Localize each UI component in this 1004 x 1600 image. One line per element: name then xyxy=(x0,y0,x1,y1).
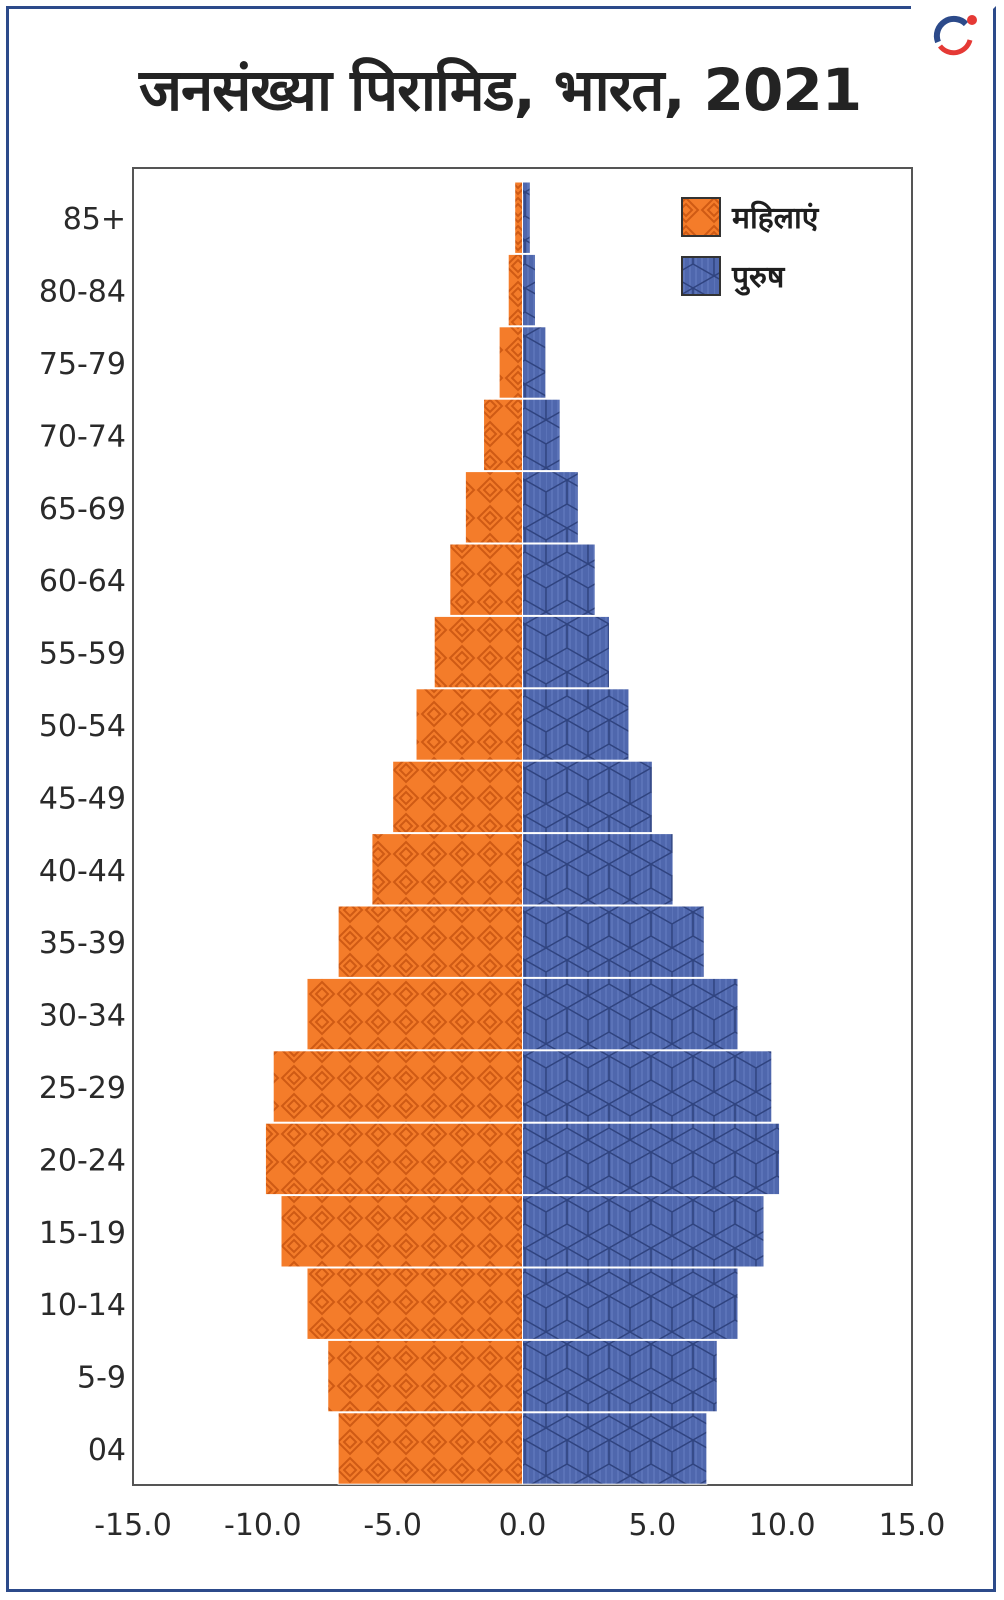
bars-group xyxy=(264,181,781,1485)
bar-male-50-54 xyxy=(522,688,630,761)
bar-female-5-9 xyxy=(327,1339,523,1413)
bar-female-85+ xyxy=(514,181,524,254)
legend-swatch-female xyxy=(681,197,721,237)
y-tick-label: 65-69 xyxy=(39,492,126,527)
bar-female-65-69 xyxy=(464,471,523,544)
bar-male-35-39 xyxy=(522,905,705,978)
bar-male-25-29 xyxy=(522,1050,773,1123)
y-tick-label: 15-19 xyxy=(39,1216,126,1251)
bar-female-75-79 xyxy=(498,326,524,399)
y-tick-label: 35-39 xyxy=(39,926,126,961)
y-tick-label: 10-14 xyxy=(39,1288,126,1323)
bar-female-55-59 xyxy=(433,615,524,689)
bar-male-40-44 xyxy=(522,833,674,906)
bar-male-60-64 xyxy=(522,543,596,616)
x-tick-label: 15.0 xyxy=(879,1508,946,1543)
bar-female-40-44 xyxy=(371,833,524,906)
legend-swatch-male xyxy=(681,256,721,296)
x-axis-labels: -15.0 -10.0 -5.0 0.0 5.0 10.0 15.0 xyxy=(94,1508,945,1543)
y-tick-label: 40-44 xyxy=(39,854,126,889)
x-tick-label: -15.0 xyxy=(94,1508,172,1543)
bar-male-5-9 xyxy=(522,1339,718,1413)
legend-label-male: पुरुष xyxy=(731,260,786,296)
bar-female-04 xyxy=(337,1412,523,1485)
bar-female-80-84 xyxy=(507,253,523,327)
bar-female-25-29 xyxy=(272,1050,523,1123)
bar-female-30-34 xyxy=(306,977,523,1051)
bar-male-30-34 xyxy=(522,977,739,1051)
y-tick-label: 04 xyxy=(88,1433,126,1468)
bar-male-65-69 xyxy=(522,471,579,544)
bar-male-80-84 xyxy=(522,253,536,327)
y-tick-label: 30-34 xyxy=(39,999,126,1034)
legend-label-female: महिलाएं xyxy=(731,200,820,236)
x-tick-label: -10.0 xyxy=(224,1508,302,1543)
y-tick-label: 85+ xyxy=(63,202,126,237)
bar-male-55-59 xyxy=(522,615,610,689)
y-axis-labels: 04 5-9 10-14 15-19 20-24 25-29 30-34 35-39 40-44… xyxy=(39,202,126,1468)
x-tick-label: 10.0 xyxy=(749,1508,816,1543)
bar-male-10-14 xyxy=(522,1267,739,1340)
bar-female-60-64 xyxy=(449,543,523,616)
y-tick-label: 5-9 xyxy=(77,1361,126,1396)
brand-logo-icon xyxy=(933,15,977,56)
y-tick-label: 80-84 xyxy=(39,275,126,310)
bar-male-85+ xyxy=(522,181,531,254)
bar-female-15-19 xyxy=(280,1195,524,1268)
y-tick-label: 25-29 xyxy=(39,1071,126,1106)
bar-male-70-74 xyxy=(522,398,561,472)
bar-male-15-19 xyxy=(522,1195,765,1268)
bar-male-20-24 xyxy=(522,1122,781,1196)
frame-top-line xyxy=(6,6,911,9)
x-tick-label: -5.0 xyxy=(363,1508,422,1543)
x-tick-label: 5.0 xyxy=(628,1508,676,1543)
y-tick-label: 60-64 xyxy=(39,564,126,599)
bar-female-50-54 xyxy=(415,688,523,761)
bar-female-35-39 xyxy=(337,905,523,978)
y-tick-label: 45-49 xyxy=(39,781,126,816)
legend: महिलाएं पुरुष xyxy=(681,197,820,296)
bar-male-45-49 xyxy=(522,760,653,834)
y-tick-label: 70-74 xyxy=(39,419,126,454)
bar-female-45-49 xyxy=(392,760,523,834)
bar-male-75-79 xyxy=(522,326,547,399)
x-tick-label: 0.0 xyxy=(499,1508,547,1543)
bar-female-70-74 xyxy=(483,398,523,472)
y-tick-label: 20-24 xyxy=(39,1143,126,1178)
chart-title: जनसंख्या पिरामिड, भारत, 2021 xyxy=(138,56,862,124)
y-tick-label: 75-79 xyxy=(39,347,126,382)
y-tick-label: 50-54 xyxy=(39,709,126,744)
bar-male-04 xyxy=(522,1412,708,1485)
y-tick-label: 55-59 xyxy=(39,637,126,672)
bar-female-20-24 xyxy=(264,1122,523,1196)
bar-female-10-14 xyxy=(306,1267,523,1340)
